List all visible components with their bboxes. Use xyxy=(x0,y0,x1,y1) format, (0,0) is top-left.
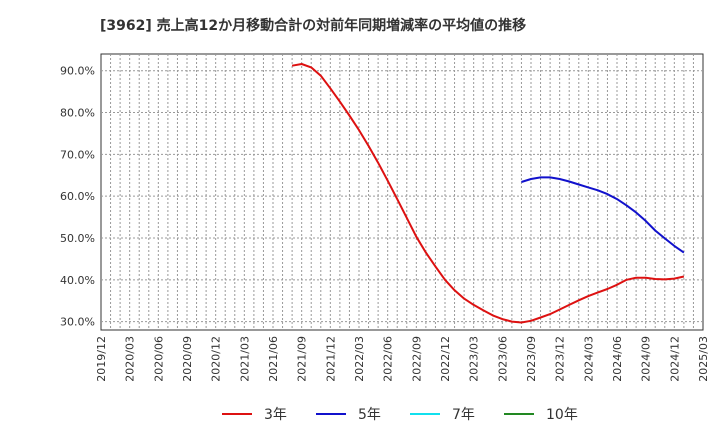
y-tick-label: 70.0% xyxy=(60,148,95,161)
x-tick-label: 2021/03 xyxy=(238,336,251,382)
x-tick-label: 2021/06 xyxy=(267,336,280,382)
legend: 3年 5年 7年 10年 xyxy=(222,407,578,423)
x-tick-label: 2019/12 xyxy=(95,336,108,382)
x-tick-label: 2023/06 xyxy=(496,336,509,382)
x-tick-label: 2025/03 xyxy=(697,336,710,382)
x-axis: 2019/12 2020/03 2020/06 2020/09 2020/12 2021/… xyxy=(95,336,710,382)
x-tick-label: 2023/12 xyxy=(554,336,567,382)
x-tick-label: 2021/12 xyxy=(324,336,337,382)
x-tick-label: 2022/09 xyxy=(410,336,423,382)
x-tick-label: 2020/09 xyxy=(181,336,194,382)
x-tick-label: 2024/03 xyxy=(582,336,595,382)
legend-label: 7年 xyxy=(452,407,475,423)
y-tick-label: 40.0% xyxy=(60,274,95,287)
legend-label: 10年 xyxy=(546,407,578,423)
x-tick-label: 2020/12 xyxy=(210,336,223,382)
x-tick-label: 2021/09 xyxy=(296,336,309,382)
grid xyxy=(101,54,703,330)
x-tick-label: 2023/03 xyxy=(468,336,481,382)
plot-area xyxy=(100,53,704,331)
y-tick-label: 60.0% xyxy=(60,190,95,203)
series-line-2 xyxy=(521,176,685,254)
series-line-1 xyxy=(291,63,685,324)
series-layer xyxy=(291,63,685,324)
x-tick-label: 2022/06 xyxy=(382,336,395,382)
chart-title: [3962] 売上高12か月移動合計の対前年同期増減率の平均値の推移 xyxy=(100,17,526,34)
y-axis: 30.0% 40.0% 50.0% 60.0% 70.0% 80.0% 90.0% xyxy=(60,65,95,329)
x-tick-label: 2024/06 xyxy=(611,336,624,382)
x-tick-label: 2024/12 xyxy=(668,336,681,382)
y-tick-label: 90.0% xyxy=(60,65,95,78)
x-tick-label: 2022/12 xyxy=(439,336,452,382)
y-tick-label: 30.0% xyxy=(60,316,95,329)
x-tick-label: 2023/09 xyxy=(525,336,538,382)
x-tick-label: 2020/03 xyxy=(124,336,137,382)
y-tick-label: 50.0% xyxy=(60,232,95,245)
y-tick-label: 80.0% xyxy=(60,107,95,120)
x-tick-label: 2024/09 xyxy=(640,336,653,382)
legend-label: 5年 xyxy=(358,407,381,423)
legend-label: 3年 xyxy=(264,407,287,423)
x-tick-label: 2022/03 xyxy=(353,336,366,382)
x-tick-label: 2020/06 xyxy=(152,336,165,382)
